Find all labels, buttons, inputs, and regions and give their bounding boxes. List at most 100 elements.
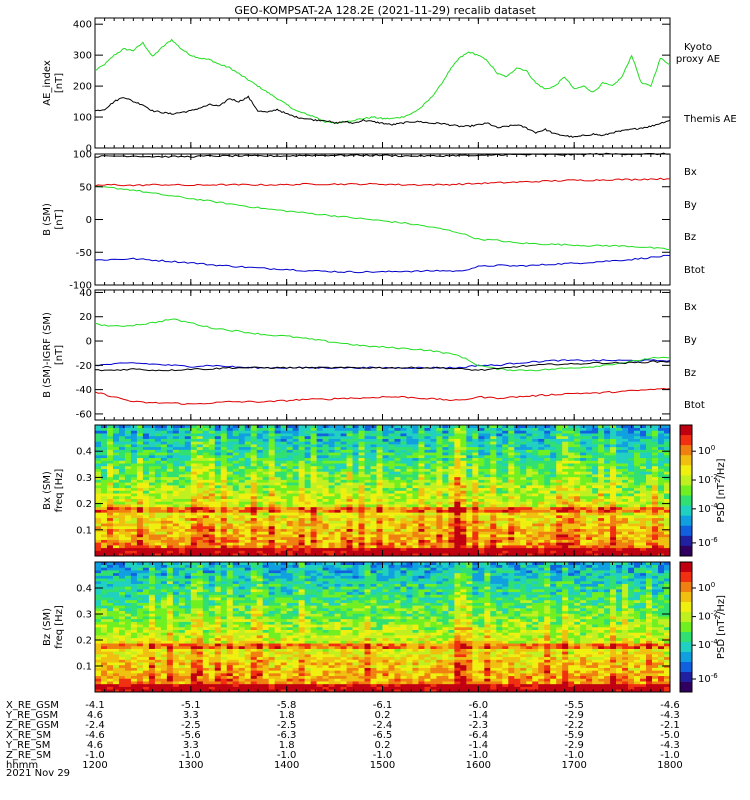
spectrogram-cell xyxy=(214,501,222,505)
spectrogram-cell xyxy=(568,495,575,499)
spectrogram-cell xyxy=(172,517,180,521)
spectrogram-cell xyxy=(616,542,623,546)
spectrogram-cell xyxy=(202,441,210,445)
spectrogram-cell xyxy=(382,545,389,549)
spectrogram-cell xyxy=(526,545,533,549)
spectrogram-cell xyxy=(496,520,503,524)
spectrogram-cell xyxy=(634,457,641,461)
spectrogram-cell xyxy=(166,455,174,459)
spectrogram-cell xyxy=(358,517,365,521)
spectrogram-cell xyxy=(274,457,281,461)
spectrogram-cell xyxy=(646,457,653,461)
spectrogram-cell xyxy=(622,525,629,530)
spectrogram-cell xyxy=(184,534,192,538)
spectrogram-cell xyxy=(526,539,533,543)
spectrogram-cell xyxy=(196,534,204,538)
spectrogram-cell xyxy=(100,509,108,513)
spectrogram-cell xyxy=(292,515,299,519)
spectrogram-cell xyxy=(130,487,138,491)
spectrogram-cell xyxy=(436,495,443,499)
spectrogram-cell xyxy=(550,474,557,478)
spectrogram-cell xyxy=(118,471,126,475)
spectrogram-cell xyxy=(400,531,407,535)
spectrogram-cell xyxy=(610,520,617,524)
spectrogram-cell xyxy=(502,435,509,439)
spectrogram-cell xyxy=(358,509,365,513)
spectrogram-cell xyxy=(520,528,527,532)
spectrogram-cell xyxy=(508,523,515,527)
spectrogram-cell xyxy=(286,457,293,461)
spectrogram-cell xyxy=(526,452,533,456)
spectrogram-cell xyxy=(580,528,587,532)
spectrogram-cell xyxy=(610,490,617,494)
spectrogram-cell xyxy=(430,471,437,475)
spectrogram-cell xyxy=(580,542,587,546)
spectrogram-cell xyxy=(610,550,617,554)
spectrogram-cell xyxy=(202,515,210,519)
spectrogram-cell xyxy=(370,457,377,461)
spectrogram-cell xyxy=(388,441,395,445)
spectrogram-cell xyxy=(172,438,180,442)
spectrogram-cell xyxy=(520,547,527,551)
spectrogram-cell xyxy=(148,441,156,445)
spectrogram-cell xyxy=(292,465,299,469)
spectrogram-cell xyxy=(322,520,329,524)
spectrogram-cell xyxy=(394,501,401,505)
spectrogram-cell xyxy=(478,504,485,508)
spectrogram-cell xyxy=(190,444,198,448)
spectrogram-cell xyxy=(256,525,264,530)
spectrogram-cell xyxy=(220,495,228,499)
spectrogram-cell xyxy=(592,490,599,494)
spectrogram-cell xyxy=(496,504,503,508)
spectrogram-cell xyxy=(568,553,575,557)
spectrogram-cell xyxy=(472,531,479,535)
spectrogram-cell xyxy=(124,457,132,461)
spectrogram-cell xyxy=(148,468,156,472)
spectrogram-cell xyxy=(442,509,449,513)
spectrogram-cell xyxy=(550,506,557,510)
spectrogram-cell xyxy=(580,517,587,521)
spectrogram-cell xyxy=(472,474,479,478)
spectrogram-cell xyxy=(280,517,287,521)
spectrogram-cell xyxy=(628,498,635,502)
spectrogram-cell xyxy=(652,460,659,464)
spectrogram-cell xyxy=(196,501,204,505)
spectrogram-cell xyxy=(622,430,629,434)
spectrogram-cell xyxy=(604,498,611,502)
spectrogram-cell xyxy=(544,427,551,431)
spectrogram-cell xyxy=(112,457,120,461)
spectrogram-cell xyxy=(154,525,162,530)
spectrogram-cell xyxy=(112,449,120,453)
spectrogram-cell xyxy=(112,433,120,437)
spectrogram-cell xyxy=(400,495,407,499)
spectrogram-cell xyxy=(334,501,341,505)
spectrogram-cell xyxy=(262,545,269,549)
spectrogram-cell xyxy=(520,471,527,475)
spectrogram-cell xyxy=(460,455,467,459)
spectrogram-cell xyxy=(268,547,275,551)
spectrogram-cell xyxy=(298,463,305,467)
spectrogram-cell xyxy=(154,501,162,505)
spectrogram-cell xyxy=(514,465,521,469)
spectrogram-cell xyxy=(598,438,605,442)
spectrogram-cell xyxy=(190,536,198,540)
series-line-bz xyxy=(94,387,671,405)
spectrogram-cell xyxy=(484,517,491,521)
spectrogram-cell xyxy=(496,433,503,437)
spectrogram-cell xyxy=(604,512,611,516)
spectrogram-cell xyxy=(118,444,126,448)
spectrogram-cell xyxy=(328,515,335,519)
spectrogram-cell xyxy=(490,438,497,442)
spectrogram-cell xyxy=(166,449,174,453)
spectrogram-cell xyxy=(370,482,377,486)
spectrogram-cell xyxy=(634,512,641,516)
spectrogram-cell xyxy=(502,474,509,478)
spectrogram-cell xyxy=(298,465,305,469)
spectrogram-cell xyxy=(304,501,311,505)
spectrogram-cell xyxy=(640,520,647,524)
spectrogram-cell xyxy=(202,547,210,551)
spectrogram-cell xyxy=(646,550,653,554)
spectrogram-cell xyxy=(442,427,449,431)
spectrogram-cell xyxy=(370,485,377,489)
